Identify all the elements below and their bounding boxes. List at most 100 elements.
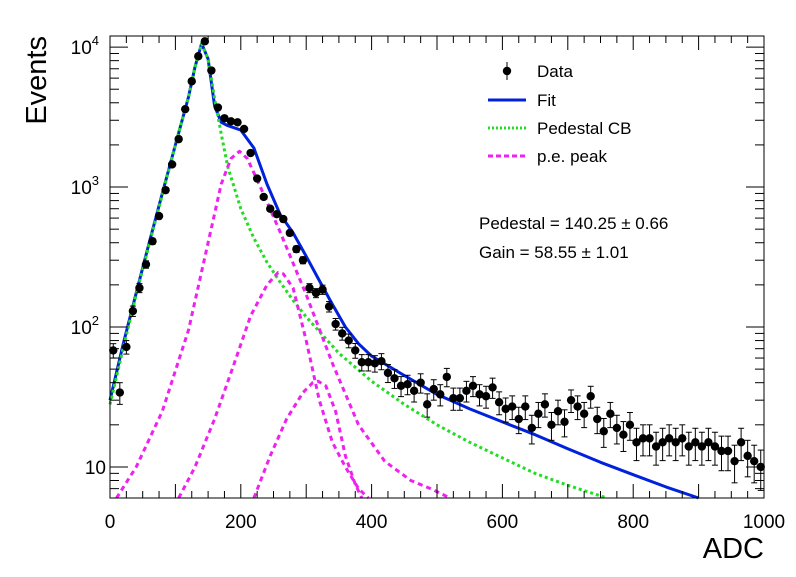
data-point: [475, 384, 484, 407]
data-point: [579, 401, 589, 429]
data-point: [691, 427, 700, 462]
data-marker: [200, 37, 210, 46]
data-marker: [730, 456, 739, 466]
data-point: [429, 379, 438, 401]
data-marker: [292, 244, 301, 254]
data-point: [285, 228, 295, 238]
y-tick-label: 102: [71, 313, 99, 339]
data-point: [318, 284, 327, 295]
legend-label: Pedestal CB: [537, 119, 632, 138]
data-marker: [710, 442, 720, 451]
y-axis-title: Events: [21, 36, 53, 125]
annotation-pedestal: Pedestal = 140.25 ± 0.66: [479, 214, 668, 233]
data-point: [331, 317, 340, 331]
legend-item-fit: Fit: [488, 91, 556, 110]
data-marker: [239, 124, 249, 134]
data-marker: [259, 192, 268, 202]
data-marker: [141, 260, 151, 269]
data-marker: [553, 407, 563, 416]
data-point: [534, 401, 543, 429]
data-point: [671, 427, 680, 462]
data-marker: [678, 434, 687, 443]
data-point: [704, 427, 713, 462]
data-point: [468, 376, 478, 398]
data-point: [442, 367, 452, 388]
data-point: [632, 427, 641, 462]
legend-label: p.e. peak: [537, 147, 607, 166]
data-marker: [174, 134, 183, 144]
data-point: [174, 134, 183, 144]
data-point: [167, 160, 177, 169]
data-point: [606, 401, 615, 429]
data-marker: [128, 306, 138, 316]
data-marker: [717, 446, 726, 456]
data-point: [272, 209, 281, 219]
data-marker: [370, 359, 380, 368]
series-pedestal-cb: [108, 42, 608, 500]
data-point: [697, 431, 707, 466]
x-axis-title: ADC: [703, 533, 764, 565]
legend-item-pedestal-cb: Pedestal CB: [488, 119, 632, 138]
data-marker: [207, 66, 216, 75]
y-tick-label: 104: [71, 33, 99, 59]
data-point: [135, 283, 144, 294]
data-point: [553, 399, 563, 426]
y-tick-label-base: 10: [71, 38, 92, 59]
data-point: [357, 354, 366, 372]
data-marker: [521, 402, 530, 411]
legend-label: Data: [537, 62, 573, 81]
data-point: [658, 427, 667, 462]
data-marker: [540, 400, 550, 409]
data-point: [252, 174, 262, 183]
data-point: [220, 114, 229, 123]
data-marker: [331, 319, 340, 329]
data-point: [736, 427, 746, 462]
legend-item-p-e-peak: p.e. peak: [488, 147, 607, 166]
data-marker: [351, 346, 360, 355]
data-marker: [226, 117, 236, 126]
data-marker: [416, 378, 425, 387]
data-marker: [593, 414, 602, 424]
data-point: [194, 52, 203, 61]
x-tick-label: 1000: [743, 512, 785, 533]
data-marker: [547, 420, 556, 430]
y-tick-label-base: 10: [85, 458, 106, 479]
data-marker: [422, 400, 432, 409]
data-marker: [442, 372, 452, 382]
series-p-e-peak-2: [177, 271, 370, 500]
data-point: [593, 406, 602, 435]
data-marker: [566, 395, 576, 405]
data-marker: [573, 402, 582, 411]
data-point: [337, 326, 347, 341]
data-point: [678, 424, 687, 457]
data-point: [351, 343, 360, 359]
data-point: [501, 397, 510, 423]
data-point: [266, 204, 275, 213]
data-marker: [508, 402, 517, 411]
data-marker: [337, 329, 347, 338]
data-point: [625, 411, 635, 441]
data-marker: [723, 446, 733, 456]
data-point: [723, 435, 733, 472]
data-point: [364, 354, 373, 372]
data-marker: [468, 381, 478, 391]
data-marker: [658, 438, 667, 447]
data-point: [436, 384, 445, 407]
data-marker: [625, 420, 635, 430]
data-point: [141, 260, 151, 269]
data-marker: [194, 52, 203, 61]
data-point: [638, 424, 648, 457]
data-marker: [364, 358, 373, 367]
data-point: [514, 406, 523, 435]
data-marker: [534, 409, 543, 418]
data-marker: [383, 368, 393, 378]
data-point: [239, 124, 249, 134]
legend-label: Fit: [537, 91, 556, 110]
data-marker: [560, 417, 569, 427]
data-marker: [409, 386, 419, 396]
data-marker: [527, 423, 537, 433]
data-point: [455, 387, 465, 411]
data-marker: [154, 211, 164, 221]
